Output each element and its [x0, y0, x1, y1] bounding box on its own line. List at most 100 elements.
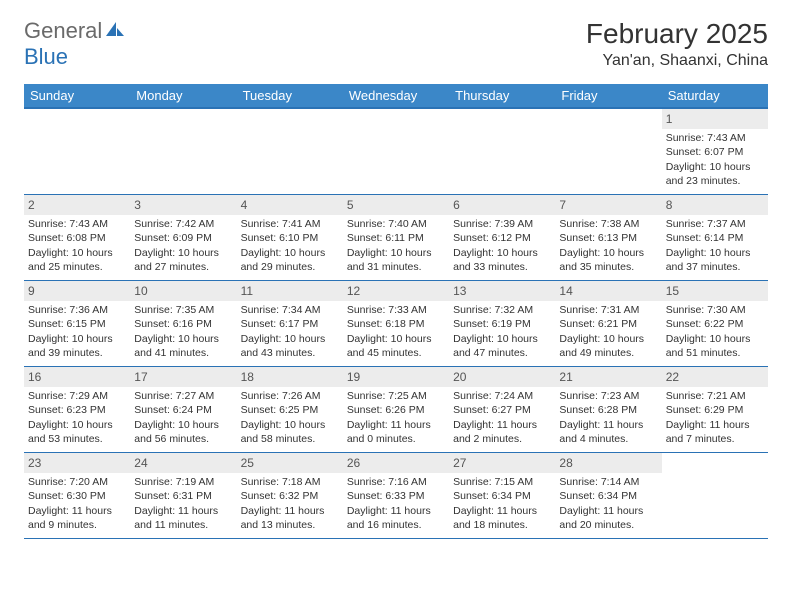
day-cell: 24Sunrise: 7:19 AMSunset: 6:31 PMDayligh… [130, 453, 236, 538]
day-number: 8 [662, 195, 768, 215]
day-number: 23 [24, 453, 130, 473]
sunrise-line: Sunrise: 7:34 AM [241, 303, 339, 317]
sunrise-line: Sunrise: 7:33 AM [347, 303, 445, 317]
empty-cell [130, 109, 236, 194]
sunrise-line: Sunrise: 7:38 AM [559, 217, 657, 231]
header: General Blue February 2025 Yan'an, Shaan… [24, 18, 768, 70]
day-number: 19 [343, 367, 449, 387]
sunrise-line: Sunrise: 7:29 AM [28, 389, 126, 403]
day-cell: 1Sunrise: 7:43 AMSunset: 6:07 PMDaylight… [662, 109, 768, 194]
daylight-line: Daylight: 11 hours and 11 minutes. [134, 504, 232, 532]
day-cell: 19Sunrise: 7:25 AMSunset: 6:26 PMDayligh… [343, 367, 449, 452]
day-cell: 11Sunrise: 7:34 AMSunset: 6:17 PMDayligh… [237, 281, 343, 366]
day-number: 18 [237, 367, 343, 387]
daylight-line: Daylight: 11 hours and 9 minutes. [28, 504, 126, 532]
sunrise-line: Sunrise: 7:26 AM [241, 389, 339, 403]
day-body: Sunrise: 7:38 AMSunset: 6:13 PMDaylight:… [555, 217, 661, 278]
day-number: 11 [237, 281, 343, 301]
day-body: Sunrise: 7:42 AMSunset: 6:09 PMDaylight:… [130, 217, 236, 278]
sunset-line: Sunset: 6:15 PM [28, 317, 126, 331]
day-header: Sunday [24, 84, 130, 107]
day-number: 21 [555, 367, 661, 387]
day-number: 14 [555, 281, 661, 301]
day-number: 6 [449, 195, 555, 215]
day-number: 13 [449, 281, 555, 301]
sunrise-line: Sunrise: 7:15 AM [453, 475, 551, 489]
day-cell: 20Sunrise: 7:24 AMSunset: 6:27 PMDayligh… [449, 367, 555, 452]
location: Yan'an, Shaanxi, China [586, 52, 768, 70]
sunset-line: Sunset: 6:34 PM [559, 489, 657, 503]
day-cell: 25Sunrise: 7:18 AMSunset: 6:32 PMDayligh… [237, 453, 343, 538]
day-cell: 18Sunrise: 7:26 AMSunset: 6:25 PMDayligh… [237, 367, 343, 452]
daylight-line: Daylight: 10 hours and 37 minutes. [666, 246, 764, 274]
sunrise-line: Sunrise: 7:35 AM [134, 303, 232, 317]
day-number: 15 [662, 281, 768, 301]
sunrise-line: Sunrise: 7:21 AM [666, 389, 764, 403]
empty-cell [449, 109, 555, 194]
logo: General Blue [24, 18, 126, 70]
day-cell: 4Sunrise: 7:41 AMSunset: 6:10 PMDaylight… [237, 195, 343, 280]
day-cell: 26Sunrise: 7:16 AMSunset: 6:33 PMDayligh… [343, 453, 449, 538]
sunset-line: Sunset: 6:28 PM [559, 403, 657, 417]
weeks-container: 1Sunrise: 7:43 AMSunset: 6:07 PMDaylight… [24, 109, 768, 539]
sunrise-line: Sunrise: 7:43 AM [666, 131, 764, 145]
day-number: 16 [24, 367, 130, 387]
daylight-line: Daylight: 11 hours and 13 minutes. [241, 504, 339, 532]
daylight-line: Daylight: 11 hours and 4 minutes. [559, 418, 657, 446]
sunset-line: Sunset: 6:19 PM [453, 317, 551, 331]
sunset-line: Sunset: 6:22 PM [666, 317, 764, 331]
day-cell: 3Sunrise: 7:42 AMSunset: 6:09 PMDaylight… [130, 195, 236, 280]
day-cell: 17Sunrise: 7:27 AMSunset: 6:24 PMDayligh… [130, 367, 236, 452]
day-body: Sunrise: 7:24 AMSunset: 6:27 PMDaylight:… [449, 389, 555, 450]
day-header: Tuesday [237, 84, 343, 107]
day-cell: 23Sunrise: 7:20 AMSunset: 6:30 PMDayligh… [24, 453, 130, 538]
sunrise-line: Sunrise: 7:37 AM [666, 217, 764, 231]
day-header: Monday [130, 84, 236, 107]
day-body: Sunrise: 7:21 AMSunset: 6:29 PMDaylight:… [662, 389, 768, 450]
day-body: Sunrise: 7:31 AMSunset: 6:21 PMDaylight:… [555, 303, 661, 364]
daylight-line: Daylight: 10 hours and 29 minutes. [241, 246, 339, 274]
sunset-line: Sunset: 6:32 PM [241, 489, 339, 503]
week-row: 16Sunrise: 7:29 AMSunset: 6:23 PMDayligh… [24, 367, 768, 453]
day-body: Sunrise: 7:35 AMSunset: 6:16 PMDaylight:… [130, 303, 236, 364]
sunset-line: Sunset: 6:17 PM [241, 317, 339, 331]
sunset-line: Sunset: 6:10 PM [241, 231, 339, 245]
sunset-line: Sunset: 6:29 PM [666, 403, 764, 417]
week-row: 9Sunrise: 7:36 AMSunset: 6:15 PMDaylight… [24, 281, 768, 367]
sunset-line: Sunset: 6:14 PM [666, 231, 764, 245]
empty-cell [237, 109, 343, 194]
daylight-line: Daylight: 10 hours and 41 minutes. [134, 332, 232, 360]
day-cell: 2Sunrise: 7:43 AMSunset: 6:08 PMDaylight… [24, 195, 130, 280]
daylight-line: Daylight: 11 hours and 0 minutes. [347, 418, 445, 446]
sunrise-line: Sunrise: 7:40 AM [347, 217, 445, 231]
title-block: February 2025 Yan'an, Shaanxi, China [586, 18, 768, 70]
daylight-line: Daylight: 10 hours and 47 minutes. [453, 332, 551, 360]
daylight-line: Daylight: 11 hours and 16 minutes. [347, 504, 445, 532]
day-body: Sunrise: 7:33 AMSunset: 6:18 PMDaylight:… [343, 303, 449, 364]
day-number: 9 [24, 281, 130, 301]
day-body: Sunrise: 7:41 AMSunset: 6:10 PMDaylight:… [237, 217, 343, 278]
daylight-line: Daylight: 10 hours and 31 minutes. [347, 246, 445, 274]
logo-text-blue: Blue [24, 44, 68, 69]
day-cell: 10Sunrise: 7:35 AMSunset: 6:16 PMDayligh… [130, 281, 236, 366]
day-cell: 6Sunrise: 7:39 AMSunset: 6:12 PMDaylight… [449, 195, 555, 280]
day-header: Thursday [449, 84, 555, 107]
day-body: Sunrise: 7:27 AMSunset: 6:24 PMDaylight:… [130, 389, 236, 450]
sunset-line: Sunset: 6:26 PM [347, 403, 445, 417]
day-cell: 27Sunrise: 7:15 AMSunset: 6:34 PMDayligh… [449, 453, 555, 538]
day-number: 1 [662, 109, 768, 129]
week-row: 2Sunrise: 7:43 AMSunset: 6:08 PMDaylight… [24, 195, 768, 281]
sunset-line: Sunset: 6:12 PM [453, 231, 551, 245]
day-number: 28 [555, 453, 661, 473]
daylight-line: Daylight: 11 hours and 20 minutes. [559, 504, 657, 532]
day-cell: 16Sunrise: 7:29 AMSunset: 6:23 PMDayligh… [24, 367, 130, 452]
day-cell: 5Sunrise: 7:40 AMSunset: 6:11 PMDaylight… [343, 195, 449, 280]
day-body: Sunrise: 7:14 AMSunset: 6:34 PMDaylight:… [555, 475, 661, 536]
daylight-line: Daylight: 10 hours and 23 minutes. [666, 160, 764, 188]
day-number: 25 [237, 453, 343, 473]
day-cell: 14Sunrise: 7:31 AMSunset: 6:21 PMDayligh… [555, 281, 661, 366]
sunrise-line: Sunrise: 7:43 AM [28, 217, 126, 231]
sunset-line: Sunset: 6:33 PM [347, 489, 445, 503]
day-number: 7 [555, 195, 661, 215]
day-cell: 13Sunrise: 7:32 AMSunset: 6:19 PMDayligh… [449, 281, 555, 366]
